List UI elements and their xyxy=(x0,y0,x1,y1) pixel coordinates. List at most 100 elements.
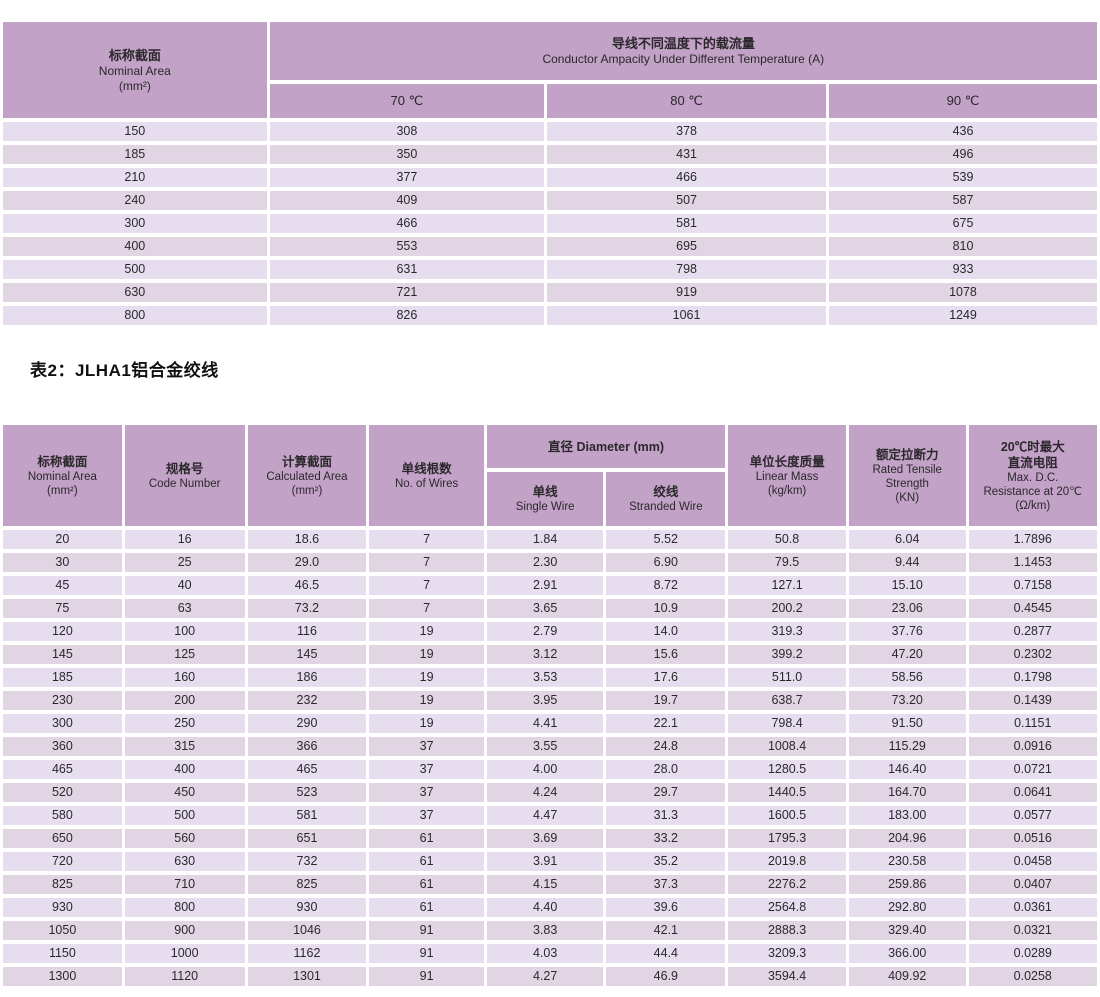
cell: 14.0 xyxy=(606,622,726,641)
section-title: 表2：JLHA1铝合金绞线 xyxy=(30,361,219,380)
ampacity-table-body: 150 308 378 436 185 350 431 496 210 377 466 539 240 4… xyxy=(3,122,1097,325)
table-row: 930 800 930 61 4.40 39.6 2564.8 292.80 0.0361 xyxy=(3,898,1097,917)
cell: 6.04 xyxy=(848,530,966,549)
table-row: 360 315 366 37 3.55 24.8 1008.4 115.29 0.0916 xyxy=(3,737,1097,756)
cell: 0.0516 xyxy=(968,829,1097,848)
cell: 826 xyxy=(269,306,545,325)
cell: 720 xyxy=(3,852,122,871)
header-ampacity-zh: 导线不同温度下的载流量 xyxy=(611,36,755,51)
cell: 58.56 xyxy=(848,668,966,687)
header2-code-number-zh: 规格号 xyxy=(165,461,204,476)
table-row: 500 631 798 933 xyxy=(3,260,1097,279)
cell: 0.4545 xyxy=(968,599,1097,618)
cell: 366.00 xyxy=(848,944,966,963)
header-ampacity: 导线不同温度下的载流量 Conductor Ampacity Under Dif… xyxy=(269,22,1097,80)
cell: 44.4 xyxy=(606,944,726,963)
cell: 587 xyxy=(828,191,1097,210)
cell: 4.27 xyxy=(486,967,604,986)
cell: 230 xyxy=(3,691,122,710)
table-row: 145 125 145 19 3.12 15.6 399.2 47.20 0.2302 xyxy=(3,645,1097,664)
cell: 553 xyxy=(269,237,545,256)
cell: 0.0458 xyxy=(968,852,1097,871)
header2-nominal-area-unit: (mm²) xyxy=(47,484,78,497)
cell: 28.0 xyxy=(606,760,726,779)
cell: 37 xyxy=(369,806,484,825)
cell: 40 xyxy=(124,576,245,595)
cell: 7 xyxy=(369,530,484,549)
cell: 240 xyxy=(3,191,267,210)
header2-calculated-area-unit: (mm²) xyxy=(291,484,323,497)
cell: 1000 xyxy=(124,944,245,963)
header2-dc-resistance-en1: Max. D.C. xyxy=(1007,471,1059,484)
cell: 710 xyxy=(124,875,245,894)
table-row: 1300 1120 1301 91 4.27 46.9 3594.4 409.92 0.0258 xyxy=(3,967,1097,986)
header2-stranded-wire-en: Stranded Wire xyxy=(629,501,703,513)
cell: 0.7158 xyxy=(968,576,1097,595)
header2-code-number: 规格号 Code Number xyxy=(124,425,245,526)
cell: 1046 xyxy=(247,921,367,940)
header2-nominal-area: 标称截面 Nominal Area (mm²) xyxy=(3,425,122,526)
cell: 61 xyxy=(369,898,484,917)
cell: 37 xyxy=(369,783,484,802)
header2-diameter: 直径 Diameter (mm) xyxy=(486,425,726,468)
table-row: 630 721 919 1078 xyxy=(3,283,1097,302)
header2-dc-resistance: 20℃时最大 直流电阻 Max. D.C. Resistance at 20℃ … xyxy=(968,425,1097,526)
table-row: 825 710 825 61 4.15 37.3 2276.2 259.86 0.0407 xyxy=(3,875,1097,894)
cell: 120 xyxy=(3,622,122,641)
cell: 0.1151 xyxy=(968,714,1097,733)
cell: 61 xyxy=(369,875,484,894)
cell: 61 xyxy=(369,829,484,848)
cell: 1795.3 xyxy=(728,829,846,848)
header2-code-number-en: Code Number xyxy=(148,477,221,490)
cell: 466 xyxy=(269,214,545,233)
cell: 500 xyxy=(3,260,267,279)
cell: 400 xyxy=(124,760,245,779)
cell: 125 xyxy=(124,645,245,664)
cell: 930 xyxy=(247,898,367,917)
cell: 15.6 xyxy=(606,645,726,664)
stranded-wire-table-body: 20 16 18.6 7 1.84 5.52 50.8 6.04 1.7896 30 25 29.0 7… xyxy=(3,530,1097,986)
cell: 2564.8 xyxy=(728,898,846,917)
ampacity-table-header: 标称截面 Nominal Area (mm²) 导线不同温度下的载流量 Cond… xyxy=(3,22,1097,118)
cell: 19 xyxy=(369,622,484,641)
cell: 919 xyxy=(547,283,826,302)
header2-calculated-area: 计算截面 Calculated Area (mm²) xyxy=(247,425,367,526)
header2-linear-mass: 单位长度质量 Linear Mass (kg/km) xyxy=(728,425,846,526)
cell: 47.20 xyxy=(848,645,966,664)
cell: 7 xyxy=(369,599,484,618)
cell: 1280.5 xyxy=(728,760,846,779)
header2-stranded-wire-zh: 绞线 xyxy=(653,485,679,499)
cell: 230.58 xyxy=(848,852,966,871)
header2-calculated-area-en: Calculated Area xyxy=(266,470,348,483)
cell: 466 xyxy=(547,168,826,187)
cell: 0.1798 xyxy=(968,668,1097,687)
table-row: 185 160 186 19 3.53 17.6 511.0 58.56 0.1798 xyxy=(3,668,1097,687)
cell: 1061 xyxy=(547,306,826,325)
cell: 581 xyxy=(247,806,367,825)
cell: 61 xyxy=(369,852,484,871)
cell: 409.92 xyxy=(848,967,966,986)
cell: 2.91 xyxy=(486,576,604,595)
cell: 183.00 xyxy=(848,806,966,825)
cell: 581 xyxy=(547,214,826,233)
cell: 204.96 xyxy=(848,829,966,848)
table-row: 1150 1000 1162 91 4.03 44.4 3209.3 366.00 0.0289 xyxy=(3,944,1097,963)
cell: 75 xyxy=(3,599,122,618)
table-row: 240 409 507 587 xyxy=(3,191,1097,210)
cell: 8.72 xyxy=(606,576,726,595)
cell: 19.7 xyxy=(606,691,726,710)
temp-80-label: 80 ℃ xyxy=(670,93,703,108)
cell: 164.70 xyxy=(848,783,966,802)
header-ampacity-en: Conductor Ampacity Under Different Tempe… xyxy=(542,52,825,66)
cell: 465 xyxy=(3,760,122,779)
cell: 300 xyxy=(3,214,267,233)
cell: 19 xyxy=(369,691,484,710)
cell: 4.47 xyxy=(486,806,604,825)
cell: 91 xyxy=(369,921,484,940)
cell: 79.5 xyxy=(728,553,846,572)
cell: 200 xyxy=(124,691,245,710)
cell: 1.1453 xyxy=(968,553,1097,572)
cell: 37.76 xyxy=(848,622,966,641)
cell: 695 xyxy=(547,237,826,256)
table-row: 400 553 695 810 xyxy=(3,237,1097,256)
